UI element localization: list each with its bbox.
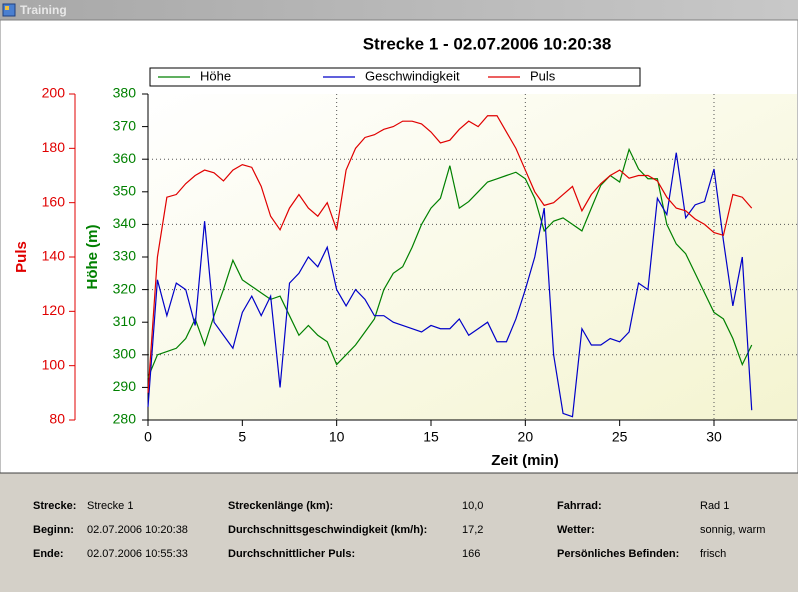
- window-icon-part: [5, 6, 9, 10]
- y-tick-label: 370: [113, 117, 137, 133]
- info-label: Wetter:: [557, 524, 595, 536]
- data-line: [147, 152, 753, 418]
- x-tick-label: 20: [518, 429, 534, 445]
- y2-tick-label: 120: [42, 302, 66, 318]
- legend-label: Geschwindigkeit: [365, 68, 460, 83]
- y-tick-label: 340: [113, 215, 137, 231]
- info-value: Strecke 1: [87, 500, 133, 512]
- y2-tick-label: 100: [42, 356, 66, 372]
- y-tick-label: 300: [113, 346, 137, 362]
- y-tick-label: 290: [113, 378, 137, 394]
- x-tick-label: 0: [144, 429, 152, 445]
- y2-tick-label: 160: [42, 193, 66, 209]
- legend-label: Höhe: [200, 68, 231, 83]
- info-value: 02.07.2006 10:55:33: [87, 548, 188, 560]
- info-label: Beginn:: [33, 524, 74, 536]
- info-label: Strecke:: [33, 500, 76, 512]
- y-tick-label: 330: [113, 248, 137, 264]
- info-label: Ende:: [33, 548, 64, 560]
- data-line: [147, 147, 753, 378]
- info-value: Rad 1: [700, 500, 729, 512]
- y2-tick-label: 80: [49, 411, 65, 427]
- legend-label: Puls: [530, 68, 556, 83]
- data-line: [147, 115, 753, 393]
- info-label: Persönliches Befinden:: [557, 548, 679, 560]
- legend: [149, 67, 641, 87]
- x-tick-label: 30: [706, 429, 722, 445]
- window-title: Training: [20, 3, 67, 17]
- info-label: Fahrrad:: [557, 500, 602, 512]
- y2-tick-label: 140: [42, 248, 66, 264]
- chart-title: Strecke 1 - 02.07.2006 10:20:38: [363, 34, 612, 53]
- info-value: sonnig, warm: [700, 524, 765, 536]
- y-tick-label: 380: [113, 85, 137, 101]
- info-value: 17,2: [462, 524, 483, 536]
- y2-axis-label: Puls: [13, 241, 30, 273]
- info-value: 10,0: [462, 500, 483, 512]
- title-bar: [0, 0, 798, 20]
- info-panel: [0, 473, 798, 592]
- x-tick-label: 25: [612, 429, 628, 445]
- y2-tick-label: 180: [42, 139, 66, 155]
- info-value: 166: [462, 548, 480, 560]
- y-tick-label: 320: [113, 280, 137, 296]
- y-axis-label: Höhe (m): [84, 225, 101, 290]
- y-tick-label: 360: [113, 150, 137, 166]
- y2-tick-label: 200: [42, 85, 66, 101]
- info-label: Durchschnittlicher Puls:: [228, 548, 355, 560]
- y-tick-label: 280: [113, 411, 137, 427]
- info-label: Durchschnittsgeschwindigkeit (km/h):: [228, 524, 427, 536]
- x-tick-label: 10: [329, 429, 345, 445]
- x-axis-label: Zeit (min): [491, 452, 559, 469]
- y-tick-label: 310: [113, 313, 137, 329]
- info-value: frisch: [700, 548, 726, 560]
- plot-area: [148, 94, 797, 420]
- info-value: 02.07.2006 10:20:38: [87, 524, 188, 536]
- y-tick-label: 350: [113, 183, 137, 199]
- x-tick-label: 5: [238, 429, 246, 445]
- info-label: Streckenlänge (km):: [228, 500, 333, 512]
- x-tick-label: 15: [423, 429, 439, 445]
